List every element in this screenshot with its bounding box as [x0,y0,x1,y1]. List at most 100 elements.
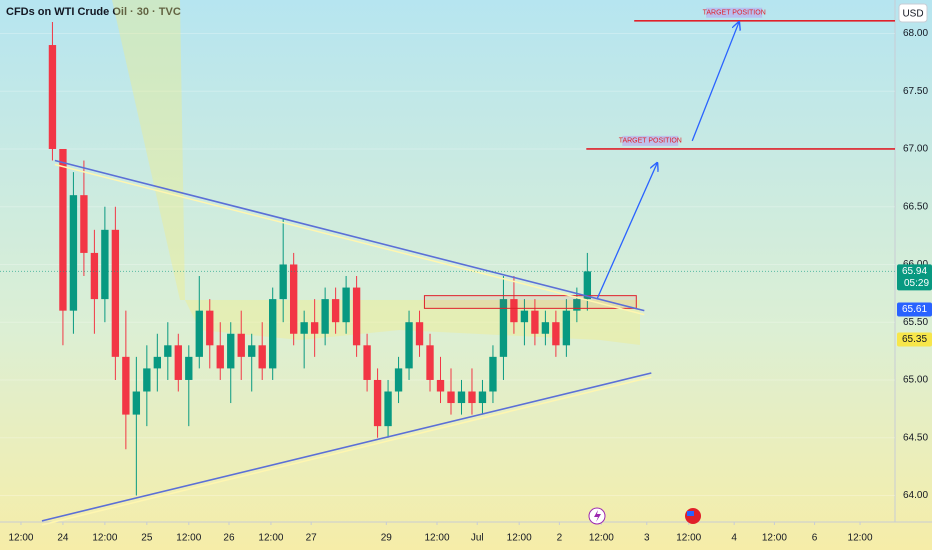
candle-body [499,299,508,357]
candle-body [331,299,340,323]
x-tick-label: 12:00 [762,533,787,544]
candle-body [195,310,203,357]
x-tick-label: 12:00 [589,533,614,544]
y-tick-label: 65.00 [903,375,928,386]
candle-body [489,356,497,392]
candle-body [122,356,130,415]
y-tick-label: 67.00 [903,144,928,155]
candle-body [248,345,256,357]
x-tick-label: 27 [306,533,318,544]
candle-body [289,264,298,334]
x-tick-label: 12:00 [176,533,201,544]
annotation: TARGET POSITION [703,10,766,17]
price-tag-bg [897,332,932,347]
x-tick-label: 2 [557,533,563,544]
candle-body [405,322,413,369]
candle-body [394,368,403,392]
x-tick-label: 12:00 [424,533,449,544]
candle-body [468,391,476,404]
candle-body [310,322,319,334]
candle-body [373,379,382,427]
price-tag: 65.35 [897,332,932,347]
candle-body [478,391,487,404]
candle-body [426,345,434,380]
candle-body [69,195,78,311]
price-tag-bg [897,264,932,291]
candle-body [132,391,141,415]
x-tick-label: 12:00 [8,533,33,544]
candle-body [363,345,371,380]
candle-body [510,299,518,323]
x-tick-label: 12:00 [507,533,532,544]
candle-body [164,345,172,357]
arrow [691,22,739,142]
candle-body [531,310,539,334]
candle-body [111,229,120,357]
annotation-bg [622,135,679,146]
candle-body [237,333,245,357]
candle-body [552,322,560,346]
y-tick-label: 65.50 [903,317,928,328]
y-tick-label: 66.50 [903,201,928,212]
candle-body [185,356,193,380]
candle-body [436,379,445,392]
price-tag-value: 65.61 [902,304,927,315]
currency: USD [902,9,923,20]
candle-body [562,310,571,346]
candle-body [80,195,88,253]
candle-body [206,310,214,346]
candle-body [101,229,109,300]
x-tick-label: 12:00 [258,533,283,544]
annotation: TARGET POSITION [619,138,682,145]
candle-body [384,391,392,427]
trend-line [41,372,652,522]
candle-body [216,345,224,369]
x-tick-label: 4 [731,533,737,544]
candle-body [457,391,466,404]
chart-title: CFDs on WTI Crude Oil · 30 · TVC [6,6,181,18]
trend-line-shadow [41,376,652,526]
candle-body [447,391,455,404]
resistance-box [423,295,637,309]
candle-body [143,368,151,392]
x-tick-label: 12:00 [676,533,701,544]
candle-body [573,299,581,311]
price-tag-countdown: 05:29 [904,278,929,289]
x-tick-label: 3 [644,533,650,544]
price-tag-value: 65.94 [902,266,927,277]
x-tick-label: Jul [471,533,484,544]
trend-line [54,159,645,312]
candle-body [59,148,67,311]
candle-body [352,287,361,346]
currency-box[interactable] [898,3,928,23]
candle-body [541,322,550,334]
candle-body [520,310,529,323]
candle-body [415,322,424,346]
candle-body [90,252,99,300]
price-tag-bg [897,302,932,317]
arrow [596,163,657,299]
x-tick-label: 25 [141,533,153,544]
price-tag-value: 65.35 [902,334,927,345]
candle-body [269,299,277,369]
y-tick-label: 68.00 [903,28,928,39]
candle-body [227,333,235,369]
candle-body [583,271,592,300]
y-tick-label: 64.50 [903,432,928,443]
x-tick-label: 26 [223,533,235,544]
x-tick-label: 24 [57,533,69,544]
candle-body [48,45,57,149]
flag-icon-canton [687,511,694,516]
candle-body [174,345,182,380]
candle-body [279,264,287,300]
event-icon-bolt [594,510,601,522]
candle-body [321,299,329,334]
y-tick-label: 67.50 [903,86,928,97]
y-tick-label: 64.00 [903,490,928,501]
x-tick-label: 29 [381,533,393,544]
candle-body [300,322,308,334]
annotation-bg [706,7,763,18]
